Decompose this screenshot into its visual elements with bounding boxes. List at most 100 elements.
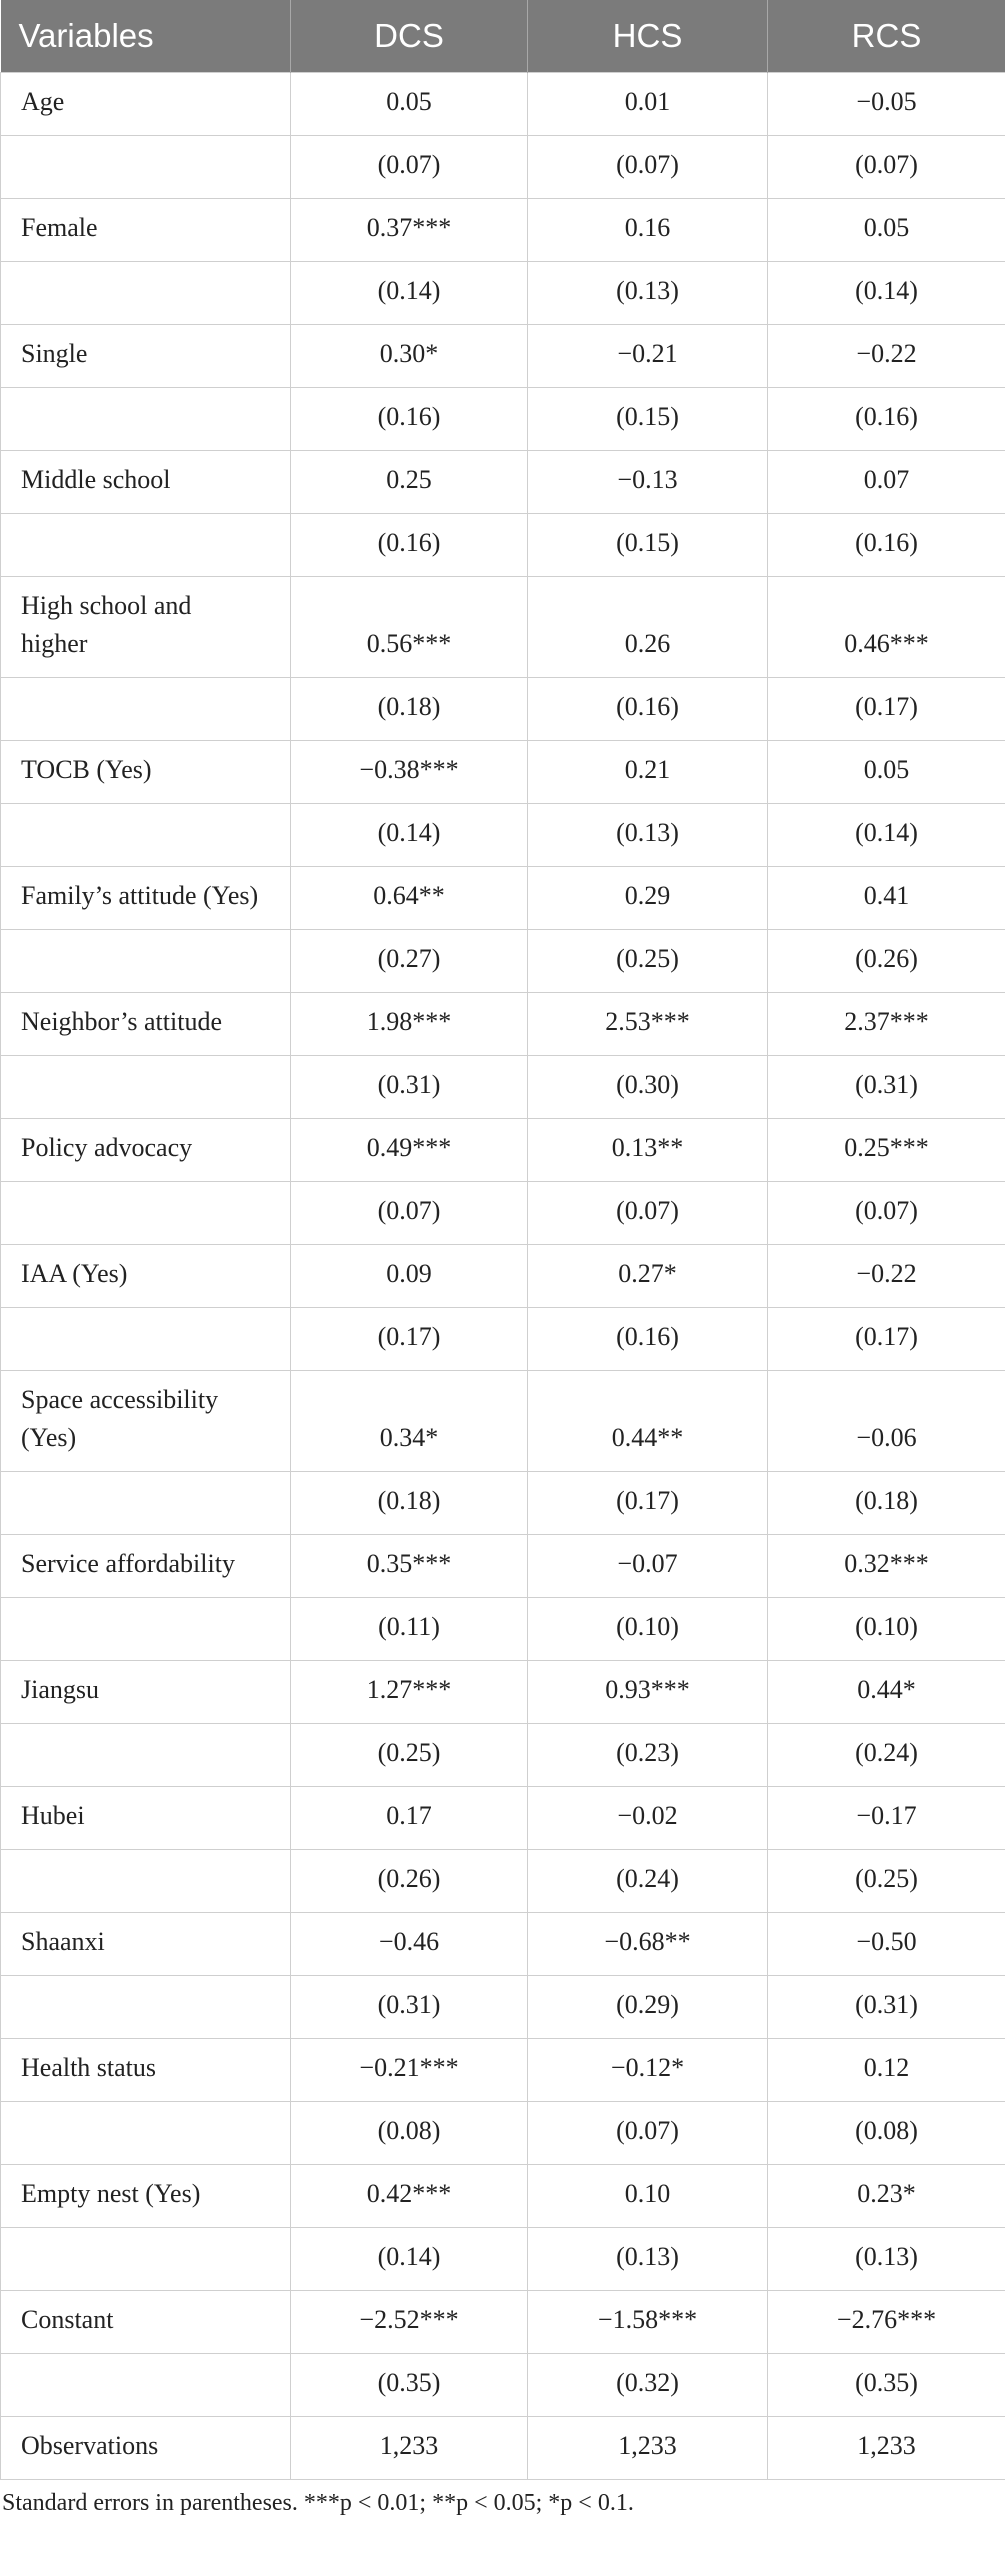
se-cell: (0.07) xyxy=(527,2101,768,2165)
se-row: (0.18) (0.16) (0.17) xyxy=(0,677,1005,741)
header-row: Variables DCS HCS RCS xyxy=(0,0,1005,73)
variable-cell: Health status xyxy=(0,2038,291,2102)
coef-row: Space accessibility (Yes) 0.34* 0.44** −0.0… xyxy=(0,1370,1005,1472)
coef-cell: 0.34* xyxy=(290,1370,528,1472)
se-row: (0.16) (0.15) (0.16) xyxy=(0,513,1005,577)
se-cell: (0.10) xyxy=(527,1597,768,1661)
blank-cell xyxy=(0,387,291,451)
coef-cell: 0.30* xyxy=(290,324,528,388)
variable-label: Empty nest (Yes) xyxy=(21,2179,201,2208)
coef-row: Empty nest (Yes) 0.42*** 0.10 0.23* xyxy=(0,2164,1005,2228)
coef-row: Hubei 0.17 −0.02 −0.17 xyxy=(0,1786,1005,1850)
variable-label: Observations xyxy=(21,2431,159,2460)
coef-row: Single 0.30* −0.21 −0.22 xyxy=(0,324,1005,388)
column-header: RCS xyxy=(767,0,1005,73)
variable-cell: Policy advocacy xyxy=(0,1118,291,1182)
coef-row: Service affordability 0.35*** −0.07 0.32*** xyxy=(0,1534,1005,1598)
se-row: (0.31) (0.29) (0.31) xyxy=(0,1975,1005,2039)
se-cell: (0.30) xyxy=(527,1055,768,1119)
coef-cell: −0.21*** xyxy=(290,2038,528,2102)
se-cell: (0.18) xyxy=(290,677,528,741)
se-cell: (0.07) xyxy=(527,1181,768,1245)
coef-cell: 0.16 xyxy=(527,198,768,262)
column-header: Variables xyxy=(0,0,291,73)
variable-cell: Service affordability xyxy=(0,1534,291,1598)
se-cell: (0.14) xyxy=(290,261,528,325)
variable-cell: Empty nest (Yes) xyxy=(0,2164,291,2228)
coef-cell: −0.21 xyxy=(527,324,768,388)
coef-cell: −0.38*** xyxy=(290,740,528,804)
coef-row: Health status −0.21*** −0.12* 0.12 xyxy=(0,2038,1005,2102)
blank-cell xyxy=(0,929,291,993)
variable-label: Single xyxy=(21,339,88,368)
blank-cell xyxy=(0,1471,291,1535)
se-row: (0.07) (0.07) (0.07) xyxy=(0,135,1005,199)
coef-row: TOCB (Yes) −0.38*** 0.21 0.05 xyxy=(0,740,1005,804)
se-cell: (0.25) xyxy=(767,1849,1005,1913)
se-cell: (0.13) xyxy=(527,803,768,867)
se-row: (0.27) (0.25) (0.26) xyxy=(0,929,1005,993)
se-row: (0.11) (0.10) (0.10) xyxy=(0,1597,1005,1661)
se-cell: (0.16) xyxy=(527,1307,768,1371)
coef-row: Neighbor’s attitude 1.98*** 2.53*** 2.37*** xyxy=(0,992,1005,1056)
coef-row: Observations 1,233 1,233 1,233 xyxy=(0,2416,1005,2480)
se-cell: (0.26) xyxy=(767,929,1005,993)
se-cell: (0.24) xyxy=(527,1849,768,1913)
blank-cell xyxy=(0,1055,291,1119)
coef-cell: 0.35*** xyxy=(290,1534,528,1598)
variable-label: Space accessibility (Yes) xyxy=(21,1385,219,1452)
variable-cell: Observations xyxy=(0,2416,291,2480)
coef-cell: 0.41 xyxy=(767,866,1005,930)
coef-cell: 0.56*** xyxy=(290,576,528,678)
coef-cell: 0.46*** xyxy=(767,576,1005,678)
variable-cell: Jiangsu xyxy=(0,1660,291,1724)
se-cell: (0.08) xyxy=(767,2101,1005,2165)
coef-cell: 0.13** xyxy=(527,1118,768,1182)
se-cell: (0.18) xyxy=(767,1471,1005,1535)
coef-cell: 0.64** xyxy=(290,866,528,930)
se-cell: (0.17) xyxy=(290,1307,528,1371)
blank-cell xyxy=(0,2101,291,2165)
se-row: (0.07) (0.07) (0.07) xyxy=(0,1181,1005,1245)
coef-cell: 0.12 xyxy=(767,2038,1005,2102)
se-cell: (0.17) xyxy=(527,1471,768,1535)
coef-cell: 0.09 xyxy=(290,1244,528,1308)
se-cell: (0.31) xyxy=(290,1055,528,1119)
coef-cell: 1,233 xyxy=(527,2416,768,2480)
variable-label: Constant xyxy=(21,2305,114,2334)
se-cell: (0.35) xyxy=(290,2353,528,2417)
se-cell: (0.14) xyxy=(290,2227,528,2291)
se-row: (0.25) (0.23) (0.24) xyxy=(0,1723,1005,1787)
coef-cell: −0.17 xyxy=(767,1786,1005,1850)
variable-label: Service affordability xyxy=(21,1549,235,1578)
table-body: Age 0.05 0.01 −0.05 (0.07) (0.07) (0.07) Female… xyxy=(0,72,1005,2480)
se-cell: (0.11) xyxy=(290,1597,528,1661)
coef-cell: 0.25*** xyxy=(767,1118,1005,1182)
coef-cell: −0.05 xyxy=(767,72,1005,136)
coef-cell: −0.12* xyxy=(527,2038,768,2102)
coef-cell: −0.22 xyxy=(767,1244,1005,1308)
se-cell: (0.26) xyxy=(290,1849,528,1913)
se-cell: (0.25) xyxy=(527,929,768,993)
coef-cell: 0.01 xyxy=(527,72,768,136)
se-cell: (0.27) xyxy=(290,929,528,993)
blank-cell xyxy=(0,1849,291,1913)
variable-cell: Middle school xyxy=(0,450,291,514)
se-cell: (0.13) xyxy=(527,2227,768,2291)
coef-cell: −1.58*** xyxy=(527,2290,768,2354)
variable-label: Female xyxy=(21,213,98,242)
coef-cell: 0.05 xyxy=(767,740,1005,804)
variable-label: Family’s attitude (Yes) xyxy=(21,881,259,910)
se-cell: (0.16) xyxy=(767,387,1005,451)
variable-label: Middle school xyxy=(21,465,171,494)
se-cell: (0.35) xyxy=(767,2353,1005,2417)
coef-cell: 0.05 xyxy=(290,72,528,136)
variable-label: Shaanxi xyxy=(21,1927,105,1956)
coef-cell: 0.27* xyxy=(527,1244,768,1308)
coef-cell: 0.23* xyxy=(767,2164,1005,2228)
variable-cell: Space accessibility (Yes) xyxy=(0,1370,291,1472)
column-header: HCS xyxy=(527,0,768,73)
coef-row: Middle school 0.25 −0.13 0.07 xyxy=(0,450,1005,514)
coef-row: IAA (Yes) 0.09 0.27* −0.22 xyxy=(0,1244,1005,1308)
coef-cell: 0.44** xyxy=(527,1370,768,1472)
